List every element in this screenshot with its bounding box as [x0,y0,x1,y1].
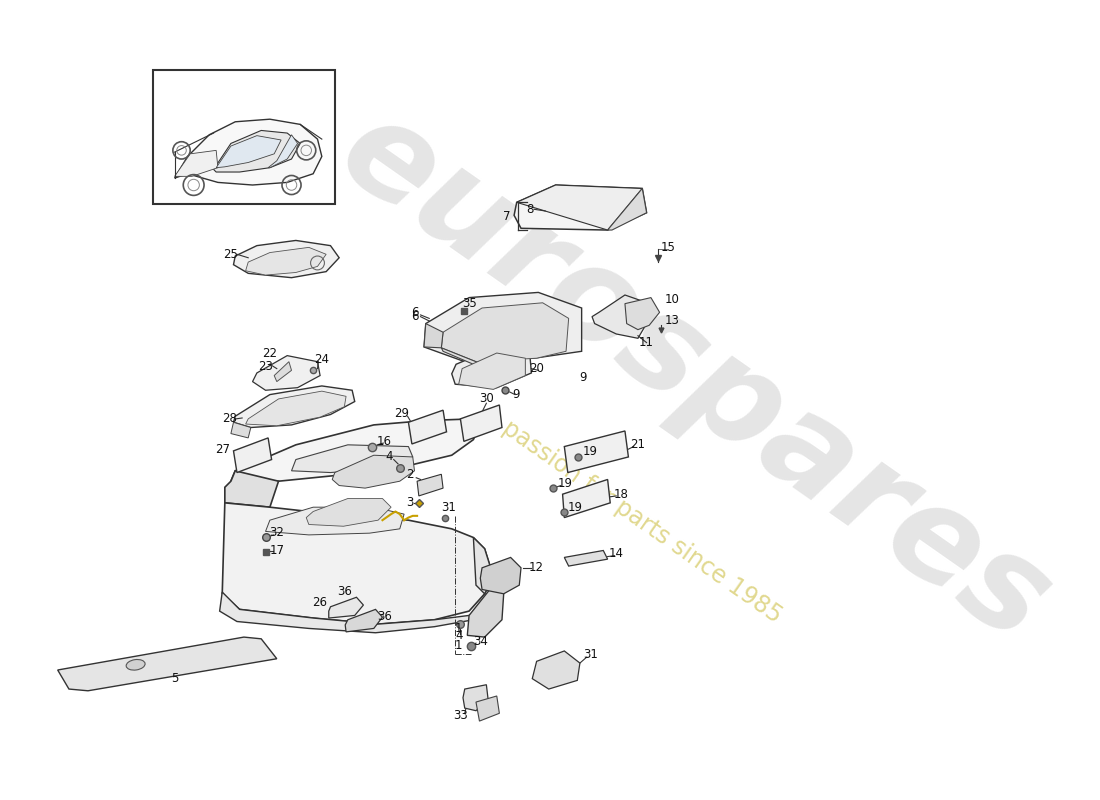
Polygon shape [452,347,531,388]
Text: 7: 7 [504,210,510,222]
Polygon shape [245,247,327,275]
Text: 15: 15 [661,241,675,254]
Text: 2: 2 [406,468,414,481]
Polygon shape [562,479,611,518]
Text: 36: 36 [337,585,352,598]
Text: 33: 33 [453,709,468,722]
Text: 1: 1 [455,622,462,635]
Text: 8: 8 [526,202,534,216]
Polygon shape [231,422,251,438]
Bar [153,70,334,204]
Polygon shape [441,302,569,362]
Polygon shape [233,386,354,427]
Polygon shape [424,323,443,348]
Text: 29: 29 [394,407,409,420]
Polygon shape [213,130,300,172]
Polygon shape [268,134,298,168]
Polygon shape [292,445,412,473]
Text: 27: 27 [216,442,231,456]
Text: 6: 6 [411,310,419,323]
Text: 22: 22 [263,346,277,359]
Polygon shape [220,585,493,633]
Text: 6: 6 [411,306,419,319]
Text: 12: 12 [528,562,543,574]
Text: 13: 13 [666,314,680,327]
Polygon shape [517,185,642,230]
Polygon shape [476,696,499,721]
Polygon shape [345,610,383,632]
Text: 19: 19 [583,446,597,458]
Polygon shape [217,136,282,168]
Text: 9: 9 [580,370,587,384]
Text: 31: 31 [583,648,597,661]
Text: 1: 1 [455,639,462,652]
Polygon shape [175,119,322,185]
Text: 16: 16 [376,435,392,448]
Text: 26: 26 [312,596,328,609]
Polygon shape [461,405,502,442]
Polygon shape [468,585,504,637]
Polygon shape [592,295,647,338]
Text: 9: 9 [513,388,519,401]
Text: 3: 3 [407,496,414,510]
Polygon shape [408,410,447,444]
Text: 28: 28 [222,412,236,426]
Text: 34: 34 [473,635,487,648]
Polygon shape [332,455,415,488]
Polygon shape [233,438,272,473]
Text: 25: 25 [223,248,239,261]
Polygon shape [625,298,660,330]
Text: 24: 24 [315,354,329,366]
Text: 14: 14 [608,546,624,559]
Polygon shape [265,507,404,535]
Polygon shape [417,474,443,496]
Text: 18: 18 [613,488,628,501]
Text: 11: 11 [639,336,654,349]
Text: 31: 31 [441,501,455,514]
Polygon shape [231,419,477,482]
Text: 21: 21 [630,438,646,451]
Text: 10: 10 [666,293,680,306]
Text: 32: 32 [270,526,284,538]
Text: a passion for parts since 1985: a passion for parts since 1985 [481,403,786,628]
Text: 5: 5 [170,672,178,685]
Polygon shape [233,241,339,278]
Polygon shape [441,348,480,367]
Polygon shape [481,558,521,594]
Polygon shape [274,362,292,382]
Text: 4: 4 [455,629,462,642]
Polygon shape [607,189,647,230]
Polygon shape [245,391,346,426]
Polygon shape [564,550,607,566]
Polygon shape [424,293,582,362]
Polygon shape [175,150,218,176]
Polygon shape [253,356,320,390]
Polygon shape [224,471,278,507]
Ellipse shape [126,659,145,670]
Text: eurospares: eurospares [316,86,1072,669]
Text: 4: 4 [386,450,393,463]
Text: 19: 19 [568,501,582,514]
Polygon shape [564,431,628,473]
Polygon shape [532,651,580,689]
Polygon shape [473,538,493,594]
Text: 20: 20 [529,362,544,375]
Polygon shape [306,498,392,526]
Polygon shape [222,503,493,624]
Polygon shape [514,185,647,230]
Text: 23: 23 [258,360,273,374]
Text: 19: 19 [558,478,573,490]
Polygon shape [329,598,363,618]
Text: 35: 35 [462,297,476,310]
Text: 36: 36 [376,610,392,623]
Text: 17: 17 [270,544,284,557]
Polygon shape [463,685,488,710]
Text: 30: 30 [478,393,494,406]
Polygon shape [459,353,526,390]
Polygon shape [57,637,277,690]
